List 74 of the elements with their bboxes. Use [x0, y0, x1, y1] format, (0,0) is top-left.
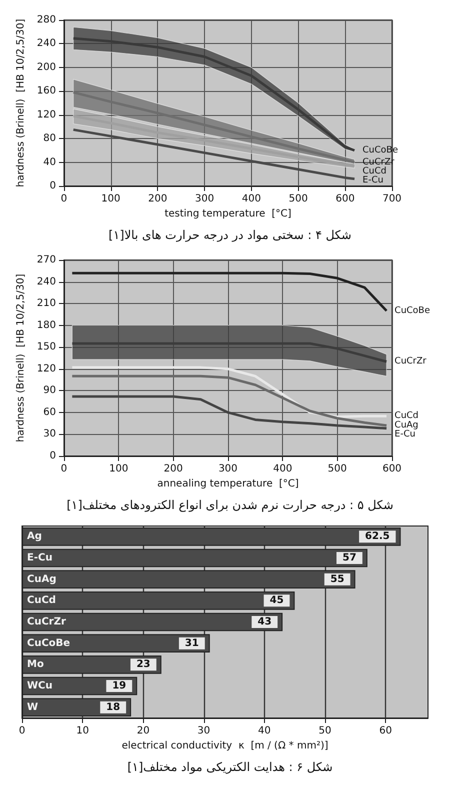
- y-tick-label: 240: [36, 276, 56, 288]
- line-series: [70, 395, 388, 430]
- y-axis-title: hardness (Brinell) [HB 10/2,5/30]: [16, 274, 26, 442]
- data-label: 23: [136, 659, 150, 670]
- x-tick-label: 500: [288, 194, 308, 204]
- y-tick-label: CuCrZr: [27, 616, 66, 628]
- x-tick-label: 100: [101, 194, 120, 204]
- text: شکل ۵ : درجه حرارت نرم شدن برای انواع الکترودهای مختلف[۱]: [66, 498, 394, 512]
- series-label: CuCrZr: [394, 356, 427, 367]
- text: شکل ۶ : هدایت الکتریکی مواد مختلف[۱]: [127, 760, 333, 774]
- y-tick-label: 200: [36, 62, 56, 73]
- x-axis-title: annealing temperature [°C]: [157, 478, 299, 490]
- y-tick-label: 160: [36, 86, 56, 97]
- y-tick-label: 0: [50, 450, 56, 462]
- y-tick-label: E-Cu: [27, 552, 52, 564]
- x-tick-label: 0: [18, 726, 26, 736]
- series-label: E-Cu: [362, 175, 384, 186]
- y-tick-label: CuCoBe: [27, 638, 70, 649]
- x-tick-label: 300: [195, 194, 214, 204]
- y-tick-label: CuAg: [27, 574, 56, 585]
- x-tick-label: 60: [379, 726, 392, 736]
- y-tick-label: Ag: [27, 531, 42, 542]
- y-tick-label: 210: [36, 298, 56, 310]
- x-tick-label: 30: [197, 726, 210, 736]
- x-tick-label: 100: [109, 464, 128, 474]
- y-tick-label: 60: [43, 406, 56, 418]
- y-tick-label: 0: [50, 180, 56, 192]
- data-label: 31: [184, 638, 199, 649]
- x-axis-title: testing temperature [°C]: [164, 208, 292, 220]
- y-tick-label: 120: [36, 363, 56, 374]
- y-tick-label: 80: [43, 133, 56, 144]
- series-label: E-Cu: [394, 430, 416, 440]
- y-tick-label: CuCd: [27, 595, 56, 606]
- y-tick-label: 180: [36, 320, 56, 331]
- y-tick-label: W: [27, 702, 38, 713]
- y-tick-label: 120: [36, 109, 56, 120]
- y-tick-label: 240: [36, 38, 56, 50]
- x-tick-label: 10: [76, 726, 89, 736]
- data-label: 18: [106, 702, 120, 713]
- x-tick-label: 200: [148, 194, 168, 204]
- data-label: 43: [258, 616, 272, 628]
- x-tick-label: 400: [273, 464, 292, 474]
- y-tick-label: 280: [36, 14, 56, 26]
- x-tick-label: 500: [328, 464, 347, 474]
- series-label: CuCd: [394, 411, 419, 422]
- data-label: 57: [342, 552, 356, 564]
- x-axis-title: electrical conductivity κ [m / (Ω * mm²)]: [122, 740, 328, 752]
- series-label: CuAg: [394, 420, 418, 431]
- y-tick-label: 270: [36, 254, 56, 266]
- x-tick-label: 600: [382, 464, 402, 474]
- line-series: [70, 374, 388, 427]
- y-tick-label: 30: [43, 428, 56, 440]
- y-tick-label: 40: [43, 156, 56, 168]
- x-tick-label: 700: [382, 194, 402, 204]
- series-label: CuCd: [362, 166, 387, 176]
- y-tick-label: WCu: [27, 680, 52, 692]
- data-label: 45: [270, 595, 284, 606]
- x-tick-label: 50: [318, 726, 332, 736]
- data-label: 55: [330, 574, 344, 585]
- y-axis-title: hardness (Brinell) [HB 10/2,5/30]: [16, 18, 26, 188]
- series-label: CuCoBe: [394, 306, 430, 316]
- x-tick-label: 40: [258, 726, 271, 736]
- x-tick-label: 600: [336, 194, 355, 204]
- y-tick-label: 150: [36, 342, 56, 353]
- data-label: 62.5: [365, 531, 390, 542]
- x-tick-label: 300: [218, 464, 238, 474]
- line-series: [70, 272, 388, 312]
- x-tick-label: 400: [242, 194, 261, 204]
- x-tick-label: 20: [136, 726, 150, 736]
- x-tick-label: 200: [164, 464, 183, 474]
- y-tick-label: 90: [43, 385, 56, 396]
- data-label: 19: [112, 680, 126, 692]
- y-tick-label: Mo: [27, 659, 44, 670]
- text: شکل ۴ : سختی مواد در درجه حرارت های بالا[۱]: [108, 228, 352, 242]
